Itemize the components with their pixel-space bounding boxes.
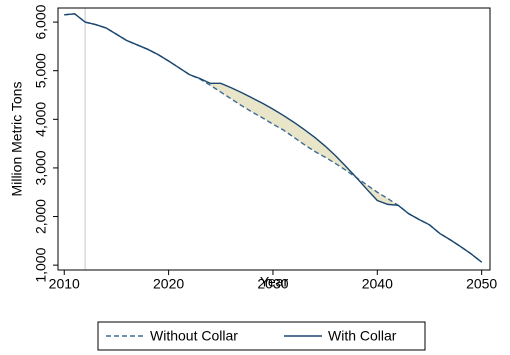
y-tick-label: 3,000 [33, 150, 49, 185]
fill-between [64, 13, 482, 263]
y-tick-label: 1,000 [33, 247, 49, 282]
x-tick-label: 2050 [466, 276, 497, 292]
y-tick-label: 6,000 [33, 4, 49, 39]
x-tick-label: 2040 [362, 276, 393, 292]
x-tick-label: 2010 [49, 276, 80, 292]
series-line [64, 13, 483, 263]
y-tick-label: 2,000 [33, 199, 49, 234]
plot-frame [57, 7, 491, 271]
legend-label: Without Collar [150, 328, 238, 344]
series-line [64, 13, 483, 263]
legend-label: With Collar [328, 328, 397, 344]
x-tick-label: 2030 [257, 276, 288, 292]
y-tick-label: 5,000 [33, 53, 49, 88]
x-tick-label: 2020 [153, 276, 184, 292]
y-axis-title: Million Metric Tons [9, 82, 25, 197]
x-axis-title: Year [260, 274, 289, 290]
legend-box [97, 321, 426, 351]
y-tick-label: 4,000 [33, 102, 49, 137]
